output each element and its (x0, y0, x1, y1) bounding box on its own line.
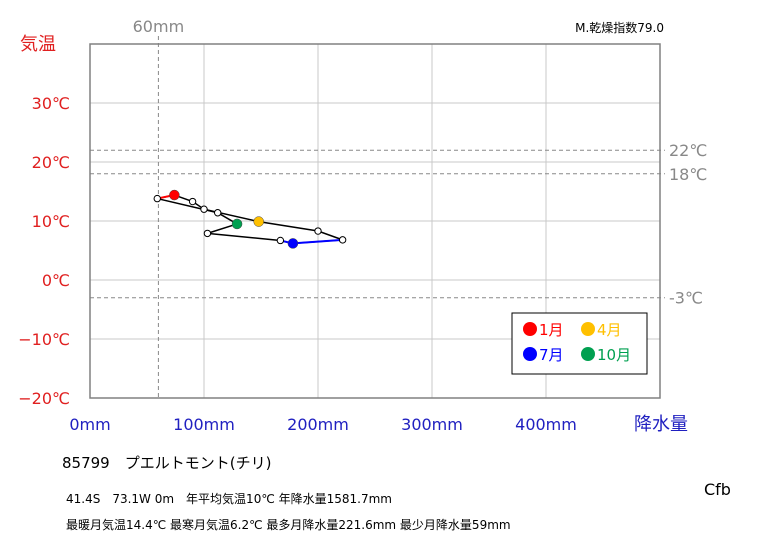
y-tick-label: 30℃ (32, 94, 70, 113)
dryness-index: M.乾燥指数79.0 (575, 20, 664, 35)
series-line (157, 194, 343, 245)
month-point-6 (338, 236, 347, 244)
y-tick-label: −20℃ (18, 389, 70, 408)
legend-label-7: 7月 (539, 346, 564, 364)
legend-label-1: 1月 (539, 321, 564, 339)
station-summary-1: 41.4S 73.1W 0m 年平均気温10℃ 年降水量1581.7mm (66, 492, 392, 506)
month-point-10 (231, 218, 243, 230)
x-tick-label: 300mm (401, 415, 463, 434)
reference-label: 60mm (133, 17, 185, 36)
legend-label-4: 4月 (597, 321, 622, 339)
month-point-7 (287, 238, 299, 249)
x-tick-label: 200mm (287, 415, 349, 434)
station-summary-2: 最暖月気温14.4℃ 最寒月気温6.2℃ 最多月降水量221.6mm 最少月降水… (66, 518, 511, 532)
reference-lines: 22℃ 18℃ -3℃ 60mm (90, 17, 707, 398)
x-tick-labels: 0mm 100mm 200mm 300mm 400mm (69, 415, 577, 434)
reference-label: 22℃ (669, 141, 707, 160)
legend-marker-1 (523, 322, 537, 336)
legend-marker-4 (581, 322, 595, 336)
chart-grid (90, 44, 660, 398)
reference-label: -3℃ (669, 289, 703, 308)
month-point-4 (253, 216, 264, 227)
y-tick-label: 20℃ (32, 153, 70, 172)
month-point-11 (213, 209, 222, 217)
y-tick-label: 0℃ (42, 271, 70, 290)
x-tick-label: 100mm (173, 415, 235, 434)
month-point-5 (314, 227, 322, 235)
legend-marker-7 (523, 347, 537, 361)
month-point-3 (200, 205, 208, 213)
month-point-1 (169, 189, 180, 201)
y-tick-label: −10℃ (18, 330, 70, 349)
station-name: 85799 プエルトモント(チリ) (62, 454, 272, 472)
y-tick-labels: −20℃ −10℃ 0℃ 10℃ 20℃ 30℃ (18, 94, 70, 408)
legend-marker-10 (581, 347, 595, 361)
x-tick-label: 400mm (515, 415, 577, 434)
legend: 1月 4月 7月 10月 (511, 312, 648, 375)
koppen-class: Cfb (704, 480, 731, 499)
x-tick-label: 0mm (69, 415, 110, 434)
legend-box (511, 312, 648, 375)
x-axis-label: 降水量 (634, 414, 688, 435)
y-tick-label: 10℃ (32, 212, 70, 231)
y-axis-label: 気温 (20, 34, 56, 55)
legend-label-10: 10月 (597, 346, 631, 364)
month-point-2 (188, 197, 197, 206)
plot-frame (89, 43, 661, 399)
month-point-9 (203, 229, 212, 238)
month-point-8 (276, 236, 285, 245)
reference-label: 18℃ (669, 165, 707, 184)
month-point-12 (153, 194, 161, 203)
climograph-series (153, 189, 347, 249)
